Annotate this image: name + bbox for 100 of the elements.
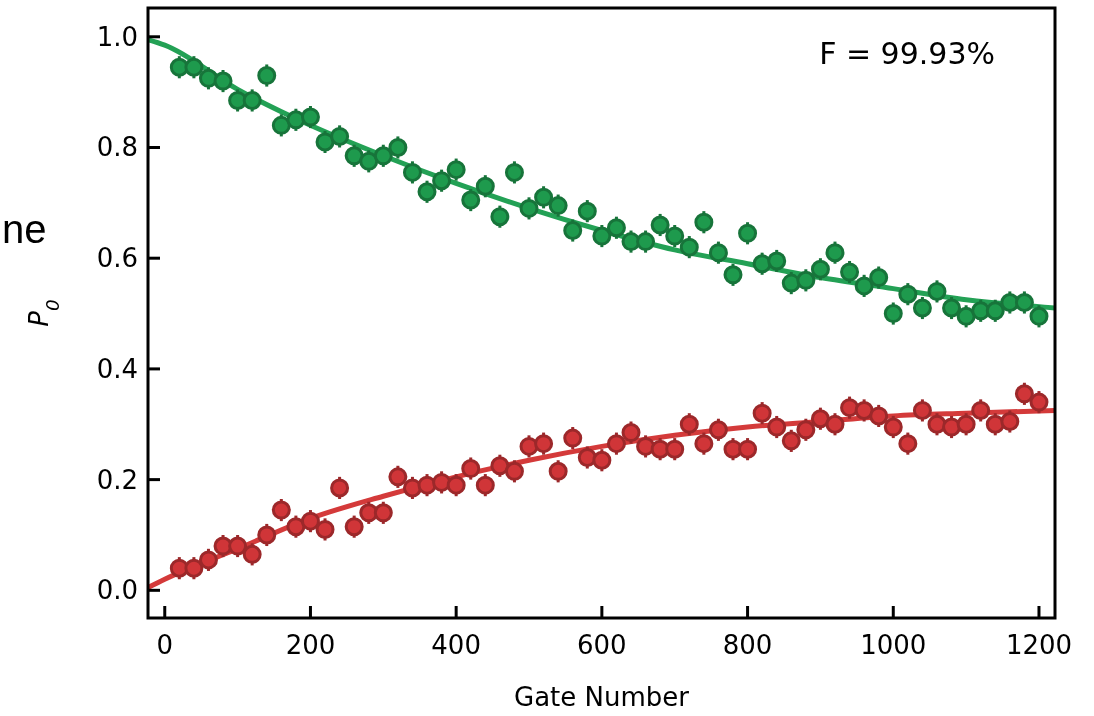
point [883, 417, 903, 437]
x-axis-title: Gate Number [514, 682, 690, 712]
point [767, 417, 787, 437]
point [198, 68, 218, 88]
point [781, 431, 801, 451]
point [723, 265, 743, 285]
point [636, 232, 656, 252]
point [1029, 306, 1049, 326]
point [606, 218, 626, 238]
point [650, 215, 670, 235]
point [577, 447, 597, 467]
point [257, 525, 277, 545]
point [402, 162, 422, 182]
point [738, 223, 758, 243]
point [796, 270, 816, 290]
point [912, 298, 932, 318]
text: ne [2, 207, 47, 251]
point [592, 226, 612, 246]
x-tick-label: 0 [156, 630, 174, 660]
point [840, 262, 860, 282]
x-tick-label: 1000 [860, 630, 927, 660]
point [461, 459, 481, 479]
point [519, 198, 539, 218]
point [956, 306, 976, 326]
point [869, 406, 889, 426]
x-tick-label: 1200 [1005, 630, 1073, 660]
x-tick-label: 600 [577, 630, 627, 660]
point [534, 187, 554, 207]
point [942, 298, 962, 318]
point [694, 212, 714, 232]
point [475, 475, 495, 495]
point [446, 160, 466, 180]
point [300, 107, 320, 127]
x-tick-label: 400 [431, 630, 481, 660]
point [563, 428, 583, 448]
point [679, 237, 699, 257]
point [971, 400, 991, 420]
point [577, 201, 597, 221]
x-tick-label: 800 [722, 630, 773, 660]
point [985, 301, 1005, 321]
point [359, 151, 379, 171]
point [548, 461, 568, 481]
point [854, 276, 874, 296]
annotation: F = 99.93% [819, 36, 995, 71]
point [184, 558, 204, 578]
point [1000, 411, 1020, 431]
point [708, 243, 728, 263]
point [738, 439, 758, 459]
point [1014, 292, 1034, 312]
point [242, 90, 262, 110]
point [446, 475, 466, 495]
point [504, 162, 524, 182]
point [388, 467, 408, 487]
point [898, 284, 918, 304]
y-tick-label: 0.4 [96, 353, 138, 384]
point [286, 517, 306, 537]
point [752, 254, 772, 274]
point [504, 461, 524, 481]
point [330, 478, 350, 498]
point [1014, 384, 1034, 404]
point [898, 434, 918, 454]
point [912, 400, 932, 420]
point [271, 500, 291, 520]
point [563, 221, 583, 241]
point [534, 434, 554, 454]
point [432, 171, 452, 191]
point [825, 414, 845, 434]
point [927, 281, 947, 301]
point [592, 450, 612, 470]
point [810, 259, 830, 279]
point [330, 126, 350, 146]
point [213, 71, 233, 91]
point [854, 400, 874, 420]
point [475, 176, 495, 196]
point [825, 243, 845, 263]
point [417, 182, 437, 202]
point [432, 472, 452, 492]
point [621, 423, 641, 443]
point [315, 132, 335, 152]
point [679, 414, 699, 434]
point [388, 137, 408, 157]
point [606, 434, 626, 454]
point [796, 420, 816, 440]
point [373, 503, 393, 523]
point [636, 436, 656, 456]
y-tick-label: 0.2 [96, 464, 138, 495]
point [228, 536, 248, 556]
y-tick-label: 0.8 [96, 132, 138, 163]
point [548, 196, 568, 216]
point [708, 420, 728, 440]
point [271, 115, 291, 135]
point [752, 403, 772, 423]
point [1029, 392, 1049, 412]
point [257, 66, 277, 86]
point [198, 550, 218, 570]
y-tick-label: 0.0 [96, 575, 138, 606]
point [344, 146, 364, 166]
point [373, 146, 393, 166]
point [956, 414, 976, 434]
x-tick-label: 200 [285, 630, 336, 660]
